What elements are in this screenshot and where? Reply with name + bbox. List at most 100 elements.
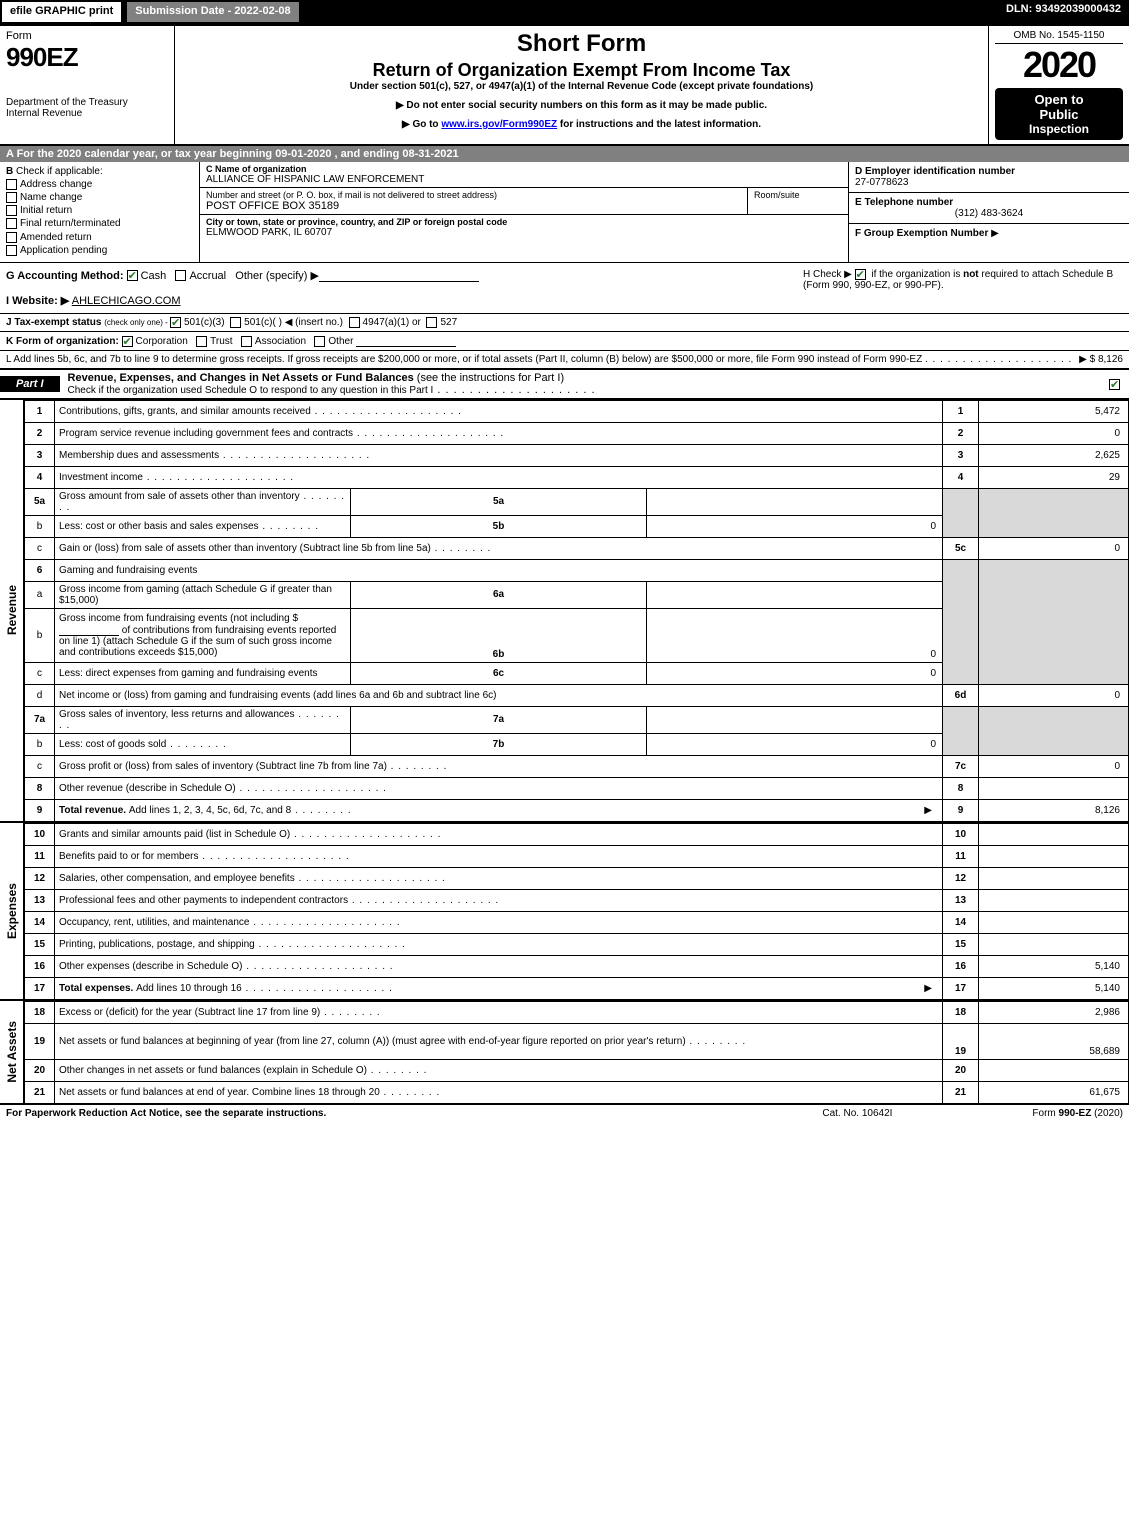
- part-i-checkbox[interactable]: [1109, 378, 1129, 390]
- b-check-if: Check if applicable:: [13, 166, 103, 177]
- line-6d: dNet income or (loss) from gaming and fu…: [25, 684, 1129, 706]
- col-d: D Employer identification number 27-0778…: [849, 162, 1129, 262]
- chk-h[interactable]: [855, 269, 866, 280]
- line-5a: 5aGross amount from sale of assets other…: [25, 488, 1129, 515]
- checkbox-icon: [6, 205, 17, 216]
- submission-date-label: Submission Date - 2022-02-08: [125, 0, 300, 24]
- part-i-title: Revenue, Expenses, and Changes in Net As…: [60, 370, 1109, 398]
- line-8: 8Other revenue (describe in Schedule O)8: [25, 777, 1129, 799]
- line-18: 18Excess or (deficit) for the year (Subt…: [25, 1001, 1129, 1023]
- line-9: 9Total revenue. Add lines 1, 2, 3, 4, 5c…: [25, 799, 1129, 821]
- addr-row: Number and street (or P. O. box, if mail…: [200, 188, 848, 215]
- chk-other[interactable]: [314, 336, 325, 347]
- net-assets-side-label: Net Assets: [0, 1001, 24, 1104]
- chk-4947[interactable]: [349, 317, 360, 328]
- city-row: City or town, state or province, country…: [200, 215, 848, 240]
- short-form-title: Short Form: [181, 30, 982, 58]
- spacer: [301, 0, 998, 24]
- line-17: 17Total expenses. Add lines 10 through 1…: [25, 977, 1129, 999]
- efile-print-button[interactable]: efile GRAPHIC print: [0, 0, 125, 24]
- checkbox-icon: [6, 179, 17, 190]
- arrow-icon: ▶: [924, 805, 932, 816]
- chk-cash[interactable]: [127, 270, 138, 281]
- checkbox-icon: [1109, 379, 1120, 390]
- chk-address-change[interactable]: Address change: [6, 179, 193, 190]
- chk-accrual[interactable]: [175, 270, 186, 281]
- addr-cell: Number and street (or P. O. box, if mail…: [200, 188, 748, 214]
- d-ein-label: D Employer identification number: [855, 166, 1123, 177]
- chk-corporation[interactable]: [122, 336, 133, 347]
- form-id-block: Form 990EZ Department of the Treasury In…: [0, 26, 175, 144]
- form-header: Form 990EZ Department of the Treasury In…: [0, 24, 1129, 146]
- arrow-icon: ▶: [924, 983, 932, 994]
- open-to: Open to: [995, 92, 1123, 107]
- title-block: Short Form Return of Organization Exempt…: [175, 26, 989, 144]
- revenue-side-label: Revenue: [0, 400, 24, 822]
- part-i-bar: Part I Revenue, Expenses, and Changes in…: [0, 369, 1129, 399]
- line-5c: cGain or (loss) from sale of assets othe…: [25, 537, 1129, 559]
- org-name: ALLIANCE OF HISPANIC LAW ENFORCEMENT: [206, 174, 842, 185]
- chk-501c[interactable]: [230, 317, 241, 328]
- chk-name-change[interactable]: Name change: [6, 192, 193, 203]
- c-label: C Name of organization: [206, 164, 842, 174]
- g-block: G Accounting Method: Cash Accrual Other …: [6, 269, 803, 307]
- e-tel-val: (312) 483-3624: [855, 208, 1123, 219]
- h-block: H Check ▶ if the organization is not req…: [803, 269, 1123, 307]
- line-12: 12Salaries, other compensation, and empl…: [25, 867, 1129, 889]
- inspection-box: Open to Public Inspection: [995, 88, 1123, 140]
- footer: For Paperwork Reduction Act Notice, see …: [0, 1104, 1129, 1122]
- under-section: Under section 501(c), 527, or 4947(a)(1)…: [181, 81, 982, 92]
- line-19: 19Net assets or fund balances at beginni…: [25, 1023, 1129, 1059]
- dln-label: DLN: 93492039000432: [998, 0, 1129, 24]
- line-16: 16Other expenses (describe in Schedule O…: [25, 955, 1129, 977]
- line-13: 13Professional fees and other payments t…: [25, 889, 1129, 911]
- e-tel-label: E Telephone number: [855, 197, 1123, 208]
- form-word: Form: [6, 30, 168, 42]
- f-group-exemption: F Group Exemption Number ▶: [855, 228, 1123, 239]
- chk-initial-return[interactable]: Initial return: [6, 205, 193, 216]
- chk-application-pending[interactable]: Application pending: [6, 245, 193, 256]
- goto-line: ▶ Go to www.irs.gov/Form990EZ for instru…: [181, 119, 982, 130]
- row-a-tax-year: A For the 2020 calendar year, or tax yea…: [0, 146, 1129, 162]
- col-b: B Check if applicable: Address change Na…: [0, 162, 200, 262]
- public: Public: [995, 107, 1123, 122]
- city-label: City or town, state or province, country…: [206, 217, 842, 227]
- chk-527[interactable]: [426, 317, 437, 328]
- chk-final-return[interactable]: Final return/terminated: [6, 218, 193, 229]
- g-label: G Accounting Method:: [6, 270, 127, 282]
- checkbox-icon: [6, 232, 17, 243]
- checkbox-icon: [6, 245, 17, 256]
- chk-association[interactable]: [241, 336, 252, 347]
- row-l: L Add lines 5b, 6c, and 7b to line 9 to …: [0, 351, 1129, 369]
- do-not-enter: ▶ Do not enter social security numbers o…: [181, 100, 982, 111]
- chk-trust[interactable]: [196, 336, 207, 347]
- net-assets-table: 18Excess or (deficit) for the year (Subt…: [24, 1001, 1129, 1104]
- form-number: 990EZ: [6, 42, 168, 73]
- net-assets-section: Net Assets 18Excess or (deficit) for the…: [0, 1000, 1129, 1104]
- line-21: 21Net assets or fund balances at end of …: [25, 1081, 1129, 1103]
- line-10: 10Grants and similar amounts paid (list …: [25, 823, 1129, 845]
- line-3: 3Membership dues and assessments32,625: [25, 444, 1129, 466]
- omb-number: OMB No. 1545-1150: [995, 30, 1123, 44]
- arrow-icon: ▶: [991, 228, 999, 239]
- chk-amended-return[interactable]: Amended return: [6, 232, 193, 243]
- revenue-table: 1Contributions, gifts, grants, and simil…: [24, 400, 1129, 822]
- expenses-table: 10Grants and similar amounts paid (list …: [24, 823, 1129, 1000]
- chk-501c3[interactable]: [170, 317, 181, 328]
- tax-year: 2020: [995, 44, 1123, 86]
- internal-revenue: Internal Revenue: [6, 108, 168, 119]
- row-gh: G Accounting Method: Cash Accrual Other …: [0, 263, 1129, 314]
- l-amount: ▶ $ 8,126: [1079, 354, 1123, 365]
- website-val[interactable]: AHLECHICAGO.COM: [72, 295, 181, 307]
- line-15: 15Printing, publications, postage, and s…: [25, 933, 1129, 955]
- expenses-section: Expenses 10Grants and similar amounts pa…: [0, 822, 1129, 1000]
- part-i-label: Part I: [0, 376, 60, 392]
- other-specify-line: [319, 270, 479, 282]
- goto-link[interactable]: www.irs.gov/Form990EZ: [441, 119, 557, 130]
- revenue-section: Revenue 1Contributions, gifts, grants, a…: [0, 399, 1129, 822]
- row-k: K Form of organization: Corporation Trus…: [0, 332, 1129, 351]
- expenses-side-label: Expenses: [0, 823, 24, 1000]
- city-val: ELMWOOD PARK, IL 60707: [206, 227, 842, 238]
- footer-mid: Cat. No. 10642I: [822, 1108, 892, 1119]
- line-7c: cGross profit or (loss) from sales of in…: [25, 755, 1129, 777]
